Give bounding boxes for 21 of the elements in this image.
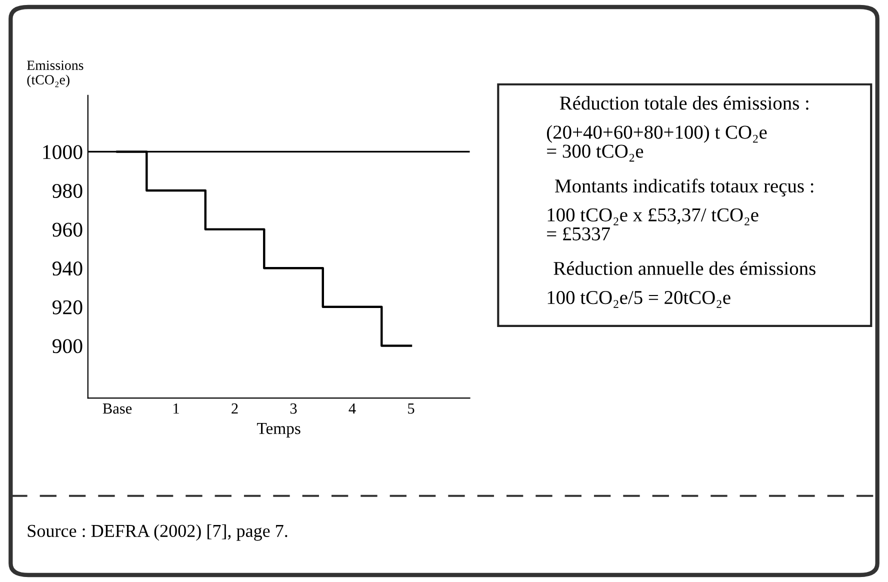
y-tick-label: 920 xyxy=(52,300,82,314)
y-tick-label: 940 xyxy=(52,261,82,276)
text: 100 tCO₂e/5 = 20tCO₂e xyxy=(548,290,730,308)
x-axis-title: Temps xyxy=(257,423,300,438)
x-tick-label: 3 xyxy=(290,403,297,414)
y-tick-label: 980 xyxy=(52,184,82,198)
y-tick-label: 1000 xyxy=(43,145,82,160)
x-tick-label: 1 xyxy=(174,403,179,414)
x-tick-label: Base xyxy=(102,404,132,414)
y-axis-title: Emissions (tCO₂e) xyxy=(27,60,84,88)
x-tick-label: 5 xyxy=(408,404,414,414)
x-tick-label: 4 xyxy=(348,403,356,414)
y-tick-label: 900 xyxy=(52,339,82,354)
text: (20+40+60+80+100) t CO₂e = 300 tCO₂e xyxy=(546,125,767,162)
x-tick-label: 2 xyxy=(232,403,238,414)
source-note: Source : DEFRA (2002) [7], page 7. xyxy=(28,524,288,541)
text: Réduction annuelle des émissions xyxy=(554,261,816,275)
text: Montants indicatifs totaux reçus : xyxy=(555,178,814,197)
text: 100 tCO₂e x £53,37/ tCO₂e = £5337 xyxy=(547,208,758,240)
y-tick-label: 960 xyxy=(52,222,82,237)
text: Réduction totale des émissions : xyxy=(560,96,808,110)
